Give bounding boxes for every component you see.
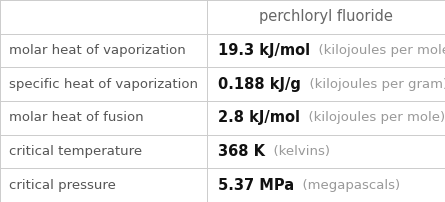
- Text: molar heat of vaporization: molar heat of vaporization: [9, 44, 186, 57]
- Text: critical temperature: critical temperature: [9, 145, 142, 158]
- Text: 368 K: 368 K: [218, 144, 265, 159]
- Text: (kelvins): (kelvins): [265, 145, 330, 158]
- Text: molar heat of fusion: molar heat of fusion: [9, 111, 144, 124]
- Text: perchloryl fluoride: perchloryl fluoride: [259, 9, 393, 24]
- Text: critical pressure: critical pressure: [9, 179, 116, 192]
- Text: 5.37 MPa: 5.37 MPa: [218, 178, 294, 193]
- Text: (megapascals): (megapascals): [294, 179, 400, 192]
- Text: 19.3 kJ/mol: 19.3 kJ/mol: [218, 43, 310, 58]
- Text: (kilojoules per gram): (kilojoules per gram): [301, 78, 445, 91]
- Text: (kilojoules per mole): (kilojoules per mole): [310, 44, 445, 57]
- Text: 2.8 kJ/mol: 2.8 kJ/mol: [218, 110, 300, 125]
- Text: (kilojoules per mole): (kilojoules per mole): [300, 111, 445, 124]
- Text: 0.188 kJ/g: 0.188 kJ/g: [218, 77, 301, 92]
- Text: specific heat of vaporization: specific heat of vaporization: [9, 78, 198, 91]
